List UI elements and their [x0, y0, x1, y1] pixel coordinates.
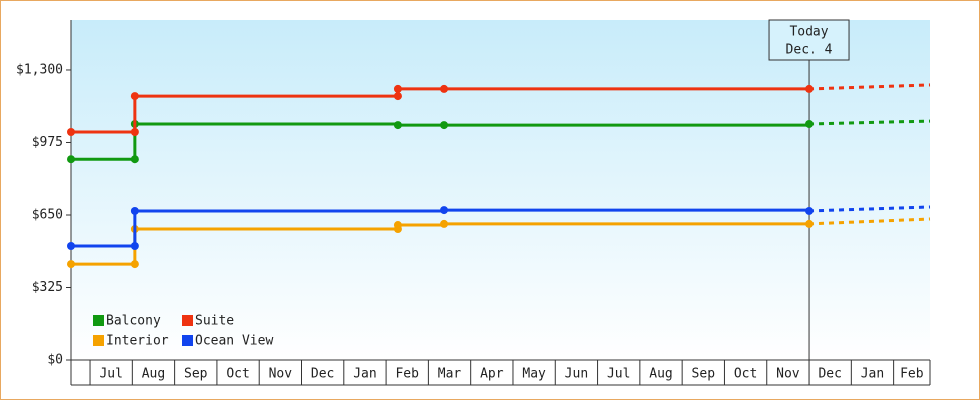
- x-tick-label: Jan: [353, 367, 376, 382]
- forecast-line: [808, 217, 931, 226]
- x-tick-label: Mar: [438, 367, 462, 382]
- y-tick-label: $1,300: [16, 62, 63, 77]
- x-tick-label: Aug: [649, 367, 672, 382]
- x-tick-label: Sep: [692, 367, 716, 382]
- today-box: [768, 19, 850, 61]
- price-point: [393, 121, 402, 130]
- price-point: [393, 92, 402, 101]
- forecast-line: [808, 83, 931, 91]
- legend-swatch: [93, 315, 104, 326]
- forecast-line: [808, 205, 931, 213]
- price-point: [67, 127, 75, 136]
- x-tick-label: Jul: [607, 367, 630, 382]
- forecast-line: [809, 119, 931, 126]
- today-label: Dec. 4: [786, 43, 833, 58]
- y-tick-label: $0: [47, 353, 63, 368]
- x-tick-label: Aug: [142, 367, 165, 382]
- price-point: [130, 92, 139, 101]
- price-point: [393, 221, 402, 230]
- x-tick-label: Oct: [734, 367, 757, 382]
- price-point: [440, 121, 449, 130]
- price-point: [805, 206, 814, 215]
- y-tick-label: $325: [32, 280, 63, 295]
- x-tick-label: Feb: [395, 367, 419, 382]
- price-point: [805, 219, 814, 228]
- price-point: [130, 206, 139, 215]
- x-tick-label: Nov: [269, 367, 293, 382]
- legend-swatch: [182, 315, 193, 326]
- x-tick-label: Sep: [184, 367, 208, 382]
- y-tick-label: $975: [32, 135, 63, 150]
- x-tick-label: Dec: [311, 367, 334, 382]
- x-tick-label: Jun: [565, 367, 588, 382]
- price-point: [130, 155, 139, 164]
- x-tick-label: Feb: [900, 367, 924, 382]
- today-label: Today: [789, 25, 828, 40]
- price-point: [440, 84, 449, 93]
- legend-swatch: [93, 335, 104, 346]
- price-point: [805, 84, 814, 93]
- x-tick-label: Nov: [776, 367, 800, 382]
- price-point: [805, 119, 814, 128]
- x-tick-label: Jan: [861, 367, 884, 382]
- price-point: [67, 260, 75, 269]
- x-tick-label: May: [522, 367, 546, 382]
- price-point: [130, 241, 139, 250]
- price-point: [130, 260, 139, 269]
- price-point: [440, 219, 449, 228]
- price-point: [440, 206, 449, 215]
- legend-label: Interior: [106, 334, 169, 349]
- y-tick-label: $650: [32, 207, 63, 222]
- legend-label: Balcony: [106, 314, 161, 329]
- x-tick-label: Oct: [226, 367, 249, 382]
- x-tick-label: Apr: [480, 367, 504, 382]
- price-point: [130, 127, 139, 136]
- x-tick-label: Jul: [99, 367, 122, 382]
- price-point: [67, 241, 75, 250]
- price-point: [393, 84, 402, 93]
- plot-area: [71, 20, 930, 360]
- price-point: [67, 155, 75, 164]
- legend-swatch: [182, 335, 193, 346]
- legend-label: Suite: [195, 314, 234, 329]
- legend-label: Ocean View: [195, 334, 273, 349]
- x-tick-label: Dec: [818, 367, 841, 382]
